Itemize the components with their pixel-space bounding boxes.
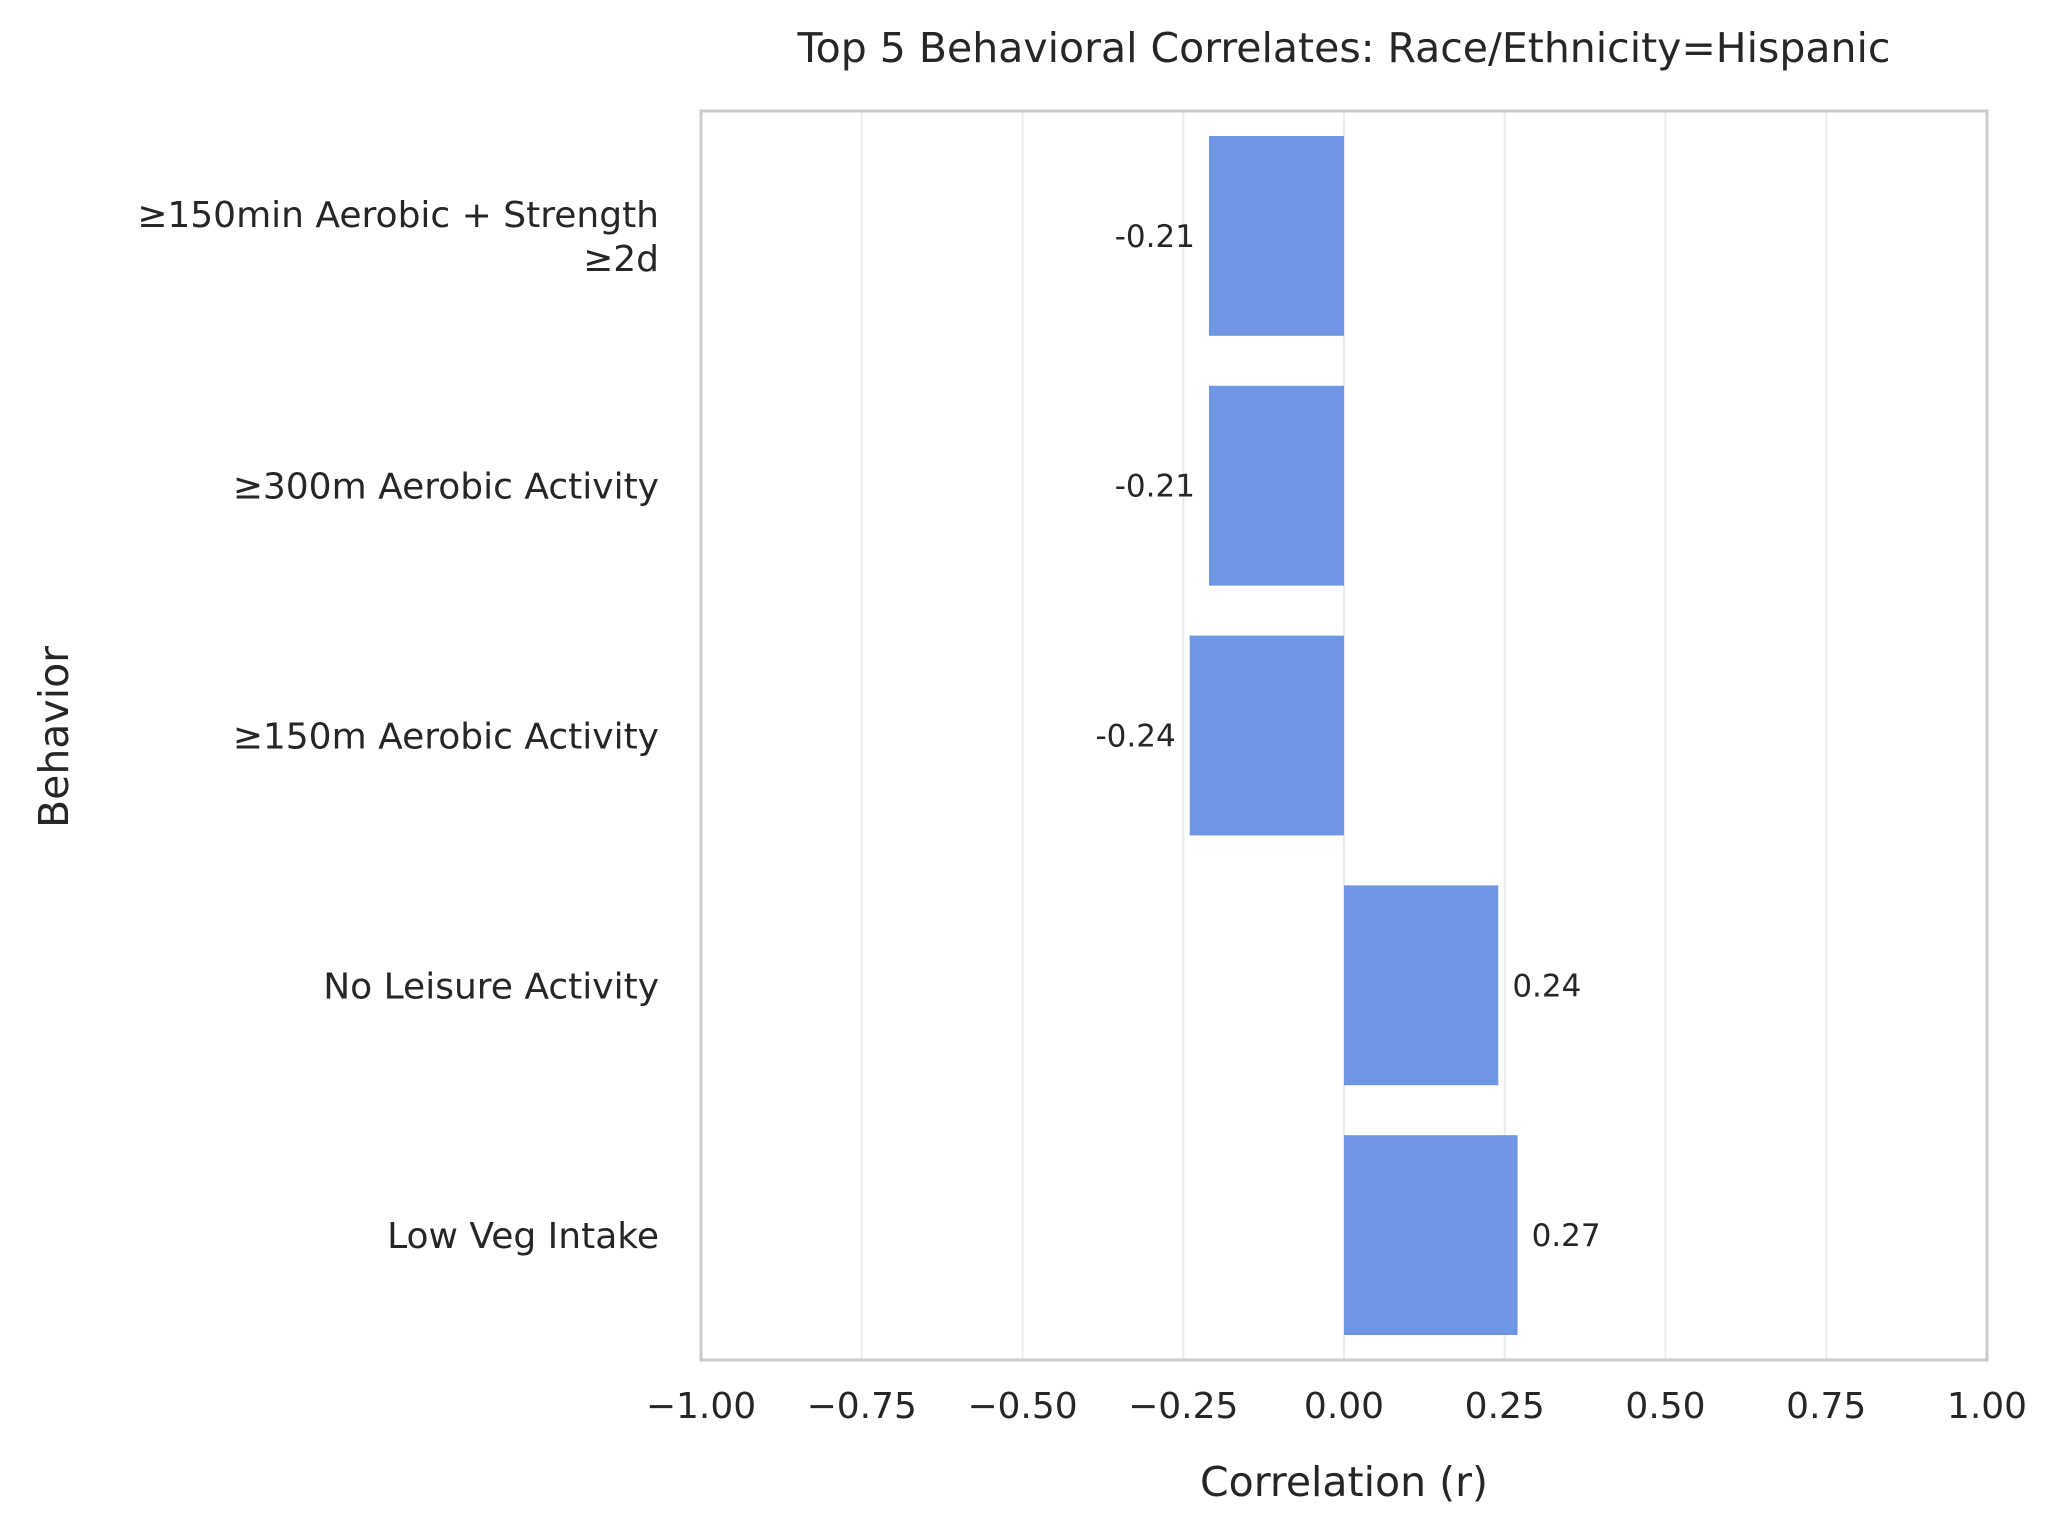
data-label: -0.21 [1115, 469, 1195, 505]
bar [1208, 135, 1344, 336]
category-label: ≥300m Aerobic Activity [233, 467, 659, 508]
data-label: -0.24 [1095, 719, 1175, 755]
x-tick-label: −0.75 [807, 1386, 917, 1427]
x-tick-label: 0.25 [1465, 1386, 1545, 1427]
category-label: Low Veg Intake [387, 1216, 659, 1257]
x-tick-label: 0.00 [1304, 1386, 1384, 1427]
category-label: No Leisure Activity [323, 966, 659, 1007]
category-label: ≥150min Aerobic + Strength [137, 195, 659, 236]
x-tick-label: −0.50 [967, 1386, 1077, 1427]
data-labels: -0.21 -0.21 -0.24 0.24 0.27 [1095, 219, 1600, 1254]
x-tick-label: 0.75 [1786, 1386, 1866, 1427]
bar [1344, 1135, 1518, 1336]
category-label: ≥150m Aerobic Activity [233, 717, 659, 758]
x-tick-label: −0.25 [1128, 1386, 1238, 1427]
x-tick-label: 0.50 [1625, 1386, 1705, 1427]
x-tick-label: −1.00 [646, 1386, 756, 1427]
y-axis-label: Behavior [30, 646, 78, 828]
bar [1208, 385, 1344, 586]
x-axis-label: Correlation (r) [1200, 1458, 1488, 1506]
category-label: ≥2d [583, 239, 659, 280]
plot-frame [699, 109, 1989, 1362]
category-labels: ≥150min Aerobic + Strength≥2d ≥300m Aerob… [137, 195, 659, 1257]
chart-title: Top 5 Behavioral Correlates: Race/Ethnic… [797, 24, 1891, 72]
x-tick-label: 1.00 [1947, 1386, 2027, 1427]
bars [1189, 135, 1518, 1336]
bar [1189, 635, 1344, 836]
x-tick-labels: −1.00 −0.75 −0.50 −0.25 0.00 0.25 0.50 0.75 1.00 [646, 1386, 2027, 1427]
data-label: 0.24 [1512, 968, 1581, 1004]
data-label: 0.27 [1532, 1218, 1601, 1254]
data-label: -0.21 [1115, 219, 1195, 255]
bar [1344, 885, 1499, 1086]
